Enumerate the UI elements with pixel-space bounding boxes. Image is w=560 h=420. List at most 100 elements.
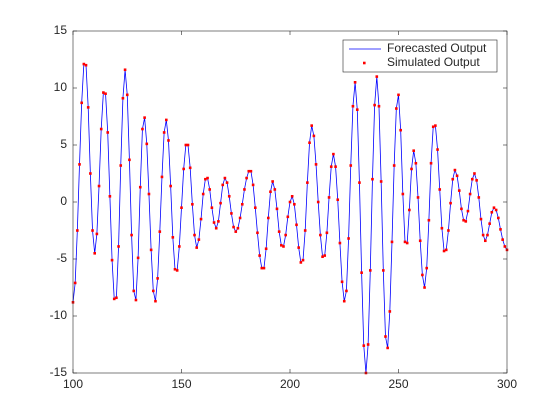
data-point: [466, 209, 470, 213]
data-point: [169, 184, 172, 188]
data-point: [151, 289, 155, 293]
data-point: [418, 239, 422, 243]
data-point: [238, 216, 242, 220]
data-point: [119, 164, 123, 167]
data-point: [253, 206, 257, 209]
data-point: [295, 223, 298, 227]
data-point: [408, 208, 411, 212]
data-point: [115, 296, 118, 300]
data-point: [329, 165, 333, 168]
legend-label: Forecasted Output: [387, 41, 487, 55]
data-point: [275, 207, 279, 211]
data-point: [73, 281, 77, 285]
data-point: [362, 344, 366, 347]
data-point: [390, 240, 394, 244]
data-point: [473, 172, 476, 175]
data-point: [110, 258, 114, 262]
data-point: [286, 215, 290, 219]
data-point: [117, 245, 120, 248]
data-point: [321, 255, 324, 259]
legend-box: [342, 39, 498, 73]
data-point: [147, 192, 151, 196]
data-point: [243, 188, 246, 191]
data-point: [173, 267, 177, 271]
data-point: [336, 198, 340, 202]
data-point: [197, 238, 201, 241]
data-point: [501, 238, 504, 241]
y-tick-label: 15: [54, 23, 68, 37]
data-point: [395, 107, 398, 110]
data-point: [377, 104, 381, 108]
data-point: [234, 230, 238, 233]
data-point: [412, 149, 415, 152]
data-point: [303, 229, 307, 232]
data-point: [112, 297, 116, 301]
data-point: [271, 180, 274, 183]
data-point: [86, 106, 90, 109]
data-point: [310, 124, 313, 127]
data-point: [449, 201, 452, 205]
data-point: [82, 62, 86, 66]
data-point: [193, 233, 196, 237]
data-point: [138, 185, 142, 189]
data-point: [240, 202, 244, 206]
data-point: [410, 167, 413, 171]
data-point: [427, 218, 431, 222]
data-point: [314, 163, 318, 166]
data-point: [414, 161, 418, 165]
data-point: [308, 141, 311, 145]
data-point: [312, 134, 316, 138]
data-point: [379, 180, 383, 183]
data-point: [373, 103, 376, 107]
data-point: [319, 233, 322, 237]
data-point: [431, 125, 435, 129]
data-point: [297, 246, 300, 249]
data-point: [477, 196, 481, 199]
data-point: [89, 172, 92, 175]
data-point: [264, 247, 268, 251]
data-point: [388, 310, 392, 313]
data-point: [462, 218, 465, 222]
data-point: [475, 179, 478, 182]
legend-symbol: [363, 61, 366, 65]
data-point: [340, 280, 344, 284]
data-point: [429, 161, 433, 165]
data-point: [423, 286, 426, 289]
data-point: [499, 228, 502, 231]
data-point: [236, 226, 240, 230]
data-point: [232, 225, 235, 229]
data-point: [366, 343, 370, 346]
data-point: [128, 158, 131, 162]
data-point: [444, 248, 448, 252]
data-point: [84, 63, 88, 67]
data-point: [371, 177, 374, 181]
data-point: [121, 96, 125, 100]
data-point: [403, 240, 407, 244]
data-point: [492, 206, 496, 209]
data-point: [490, 210, 494, 214]
data-point: [217, 220, 220, 223]
data-point: [165, 118, 168, 122]
data-point: [158, 230, 162, 233]
data-point: [247, 169, 251, 173]
axes-box: [72, 30, 508, 374]
data-point: [143, 116, 146, 119]
data-point: [256, 231, 259, 235]
data-point: [338, 241, 342, 245]
data-point: [301, 258, 305, 262]
data-point: [178, 245, 181, 248]
data-point: [368, 269, 372, 272]
data-point: [93, 252, 96, 255]
data-point: [299, 261, 303, 264]
data-point: [488, 222, 491, 225]
data-point: [405, 241, 409, 245]
data-point: [76, 229, 79, 232]
data-point: [401, 192, 405, 196]
data-point: [269, 190, 272, 194]
data-point: [460, 207, 463, 211]
data-point: [323, 254, 327, 257]
data-point: [219, 201, 222, 205]
data-point: [288, 200, 292, 204]
data-point: [351, 104, 355, 108]
